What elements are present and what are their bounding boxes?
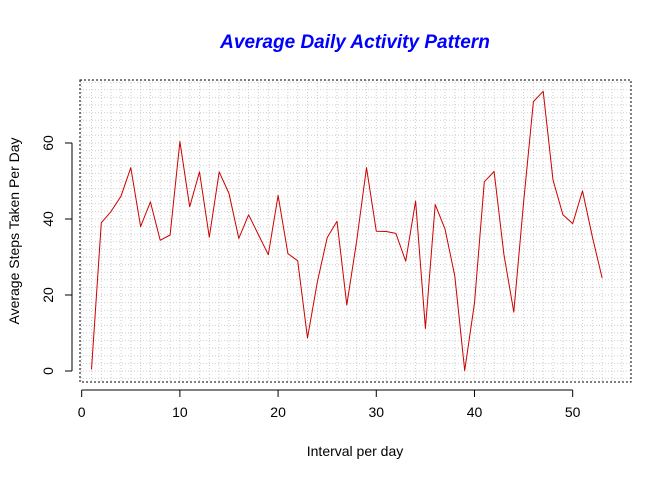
y-tick-label: 20 — [40, 287, 56, 303]
x-tick-label: 30 — [368, 404, 384, 420]
y-tick-label: 60 — [40, 135, 56, 151]
y-axis: 0 20 40 60 — [40, 135, 73, 375]
x-tick-label: 0 — [78, 404, 86, 420]
y-axis-label: Average Steps Taken Per Day — [6, 137, 22, 324]
x-axis: 0 10 20 30 40 50 — [78, 389, 581, 420]
x-axis-label: Interval per day — [307, 443, 404, 459]
series-line — [91, 90, 603, 372]
x-tick-label: 20 — [270, 404, 286, 420]
y-tick-label: 0 — [40, 367, 56, 375]
grid-lines — [80, 80, 631, 382]
chart-title: Average Daily Activity Pattern — [219, 32, 490, 53]
x-tick-label: 10 — [172, 404, 188, 420]
series-group — [91, 90, 603, 372]
x-tick-label: 50 — [565, 404, 581, 420]
x-tick-label: 40 — [467, 404, 483, 420]
y-tick-label: 40 — [40, 211, 56, 227]
plot-frame — [79, 79, 632, 383]
